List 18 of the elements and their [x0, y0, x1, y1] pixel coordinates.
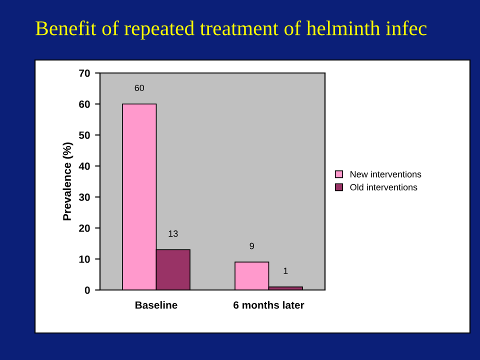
legend-label: Old interventions — [350, 184, 418, 190]
y-tick-label: 60 — [79, 100, 90, 108]
x-tick-label: 6 months later — [234, 301, 304, 309]
y-tick-label: 40 — [78, 162, 90, 170]
x-tick-label: Baseline — [136, 301, 178, 309]
y-axis-title: Prevalence (%) — [62, 142, 74, 220]
data-label: 9 — [250, 242, 254, 250]
y-tick-label: 0 — [84, 286, 90, 294]
data-label: 1 — [284, 268, 288, 274]
data-label: 60 — [134, 84, 144, 92]
y-tick-label: 30 — [78, 194, 90, 201]
y-tick-label: 70 — [79, 70, 90, 77]
legend-label: New interventions — [350, 170, 422, 178]
y-tick-label: 10 — [79, 256, 90, 263]
chart-title: Benefit of repeated treatment of helminth infec — [36, 20, 427, 40]
y-tick-label: 20 — [79, 224, 90, 232]
data-label: 13 — [168, 230, 178, 237]
y-tick-label: 50 — [79, 132, 90, 139]
